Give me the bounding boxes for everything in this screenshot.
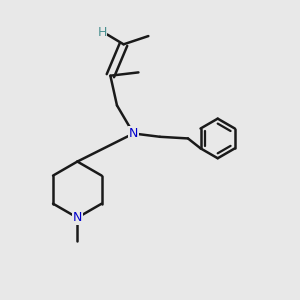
Text: H: H [98, 26, 107, 39]
Text: N: N [73, 211, 82, 224]
Text: N: N [129, 127, 138, 140]
